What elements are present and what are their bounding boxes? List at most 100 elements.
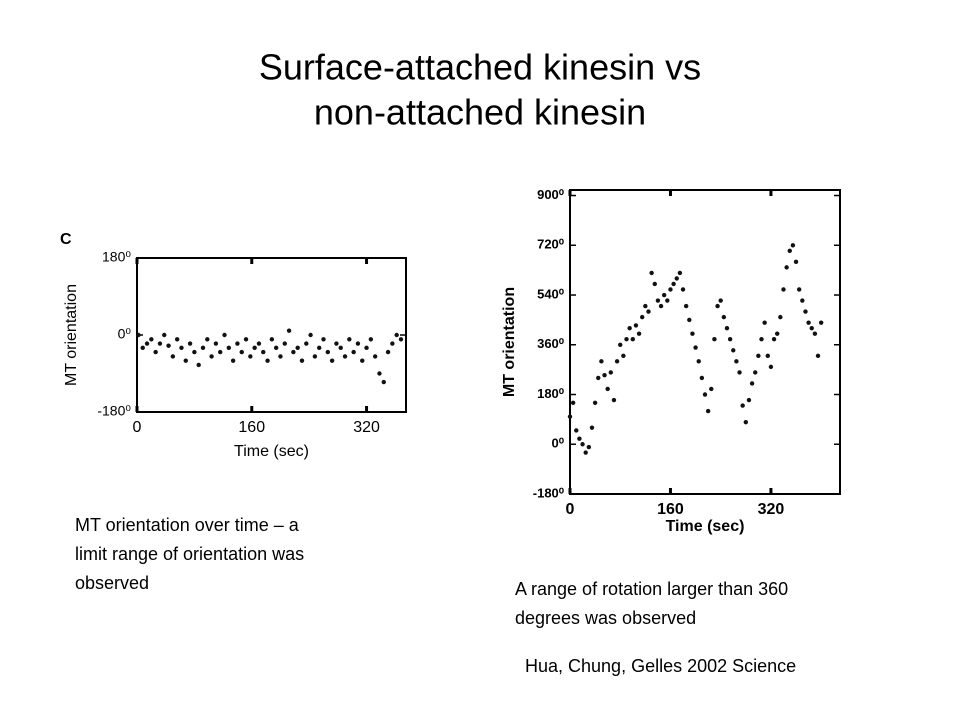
point <box>784 265 789 270</box>
point <box>611 397 617 403</box>
point <box>737 370 742 375</box>
point <box>800 298 805 303</box>
point <box>338 345 343 351</box>
point <box>325 349 331 355</box>
point <box>796 287 802 292</box>
point <box>768 364 774 370</box>
point <box>570 400 576 405</box>
point <box>364 345 369 351</box>
point <box>269 337 275 342</box>
y-tick-label: 180⁰ <box>102 249 131 265</box>
point <box>809 325 814 331</box>
point <box>793 259 799 265</box>
point <box>818 320 824 325</box>
x-tick-label: 0 <box>133 419 142 436</box>
point <box>624 337 629 342</box>
point <box>252 345 257 351</box>
point <box>243 337 249 342</box>
caption-line: observed <box>75 573 149 593</box>
caption-line: A range of rotation larger than 360 <box>515 579 788 599</box>
point <box>200 345 206 351</box>
y-axis-label: MT orientation <box>501 287 518 397</box>
point <box>372 354 378 359</box>
point <box>618 342 623 347</box>
point <box>312 354 318 359</box>
point <box>304 341 309 346</box>
point <box>646 309 651 314</box>
point <box>775 331 780 336</box>
y-tick-label: 360⁰ <box>537 336 565 351</box>
x-tick-label: 320 <box>353 419 380 436</box>
point <box>351 349 356 355</box>
point <box>209 354 214 359</box>
point <box>596 375 601 381</box>
point <box>652 281 657 287</box>
y-axis-label: MT orientation <box>63 284 80 386</box>
point <box>605 386 610 392</box>
point <box>812 331 818 336</box>
point <box>771 337 777 342</box>
point <box>196 362 201 368</box>
point <box>299 358 305 363</box>
point <box>334 341 339 346</box>
y-tick-label: 0⁰ <box>118 326 132 342</box>
point <box>712 337 717 342</box>
point <box>230 358 236 363</box>
point <box>734 359 739 364</box>
y-tick-label: -180⁰ <box>533 485 565 500</box>
point <box>144 341 150 346</box>
point <box>649 270 654 276</box>
point <box>235 341 240 346</box>
plot-frame <box>569 189 841 495</box>
point <box>709 386 714 392</box>
point <box>256 341 262 346</box>
y-tick-label: 540⁰ <box>537 286 565 301</box>
point <box>806 320 811 325</box>
point <box>394 332 399 338</box>
y-tick-label: 900⁰ <box>537 187 565 202</box>
point <box>317 345 322 351</box>
point <box>574 428 579 433</box>
point <box>674 276 679 281</box>
plot-frame <box>136 257 407 413</box>
point <box>753 370 758 375</box>
point <box>291 349 296 355</box>
point <box>693 345 698 350</box>
point <box>724 325 730 331</box>
point <box>174 337 180 342</box>
point <box>308 332 313 338</box>
point <box>655 298 661 303</box>
point <box>749 381 755 386</box>
caption-line: MT orientation over time – a <box>75 515 300 535</box>
point <box>690 331 695 336</box>
point <box>787 248 792 253</box>
point <box>680 287 686 292</box>
point <box>222 332 227 338</box>
point <box>633 323 639 328</box>
point <box>621 353 626 359</box>
point <box>665 298 670 303</box>
point <box>286 328 292 333</box>
point <box>781 287 786 292</box>
point <box>368 337 374 342</box>
point <box>592 400 598 405</box>
title-line: Surface-attached kinesin vs <box>259 47 701 88</box>
x-axis-label: Time (sec) <box>666 518 745 535</box>
point <box>636 331 642 336</box>
point <box>567 414 573 419</box>
point <box>153 349 158 355</box>
point <box>683 303 689 309</box>
point <box>577 436 582 441</box>
point <box>705 408 711 414</box>
point <box>765 353 770 359</box>
point <box>608 370 614 375</box>
point <box>630 337 635 342</box>
point <box>140 345 145 351</box>
point <box>803 309 808 314</box>
point <box>583 450 588 455</box>
point <box>687 317 692 323</box>
point <box>192 349 197 355</box>
point <box>329 358 335 363</box>
point <box>213 341 219 346</box>
